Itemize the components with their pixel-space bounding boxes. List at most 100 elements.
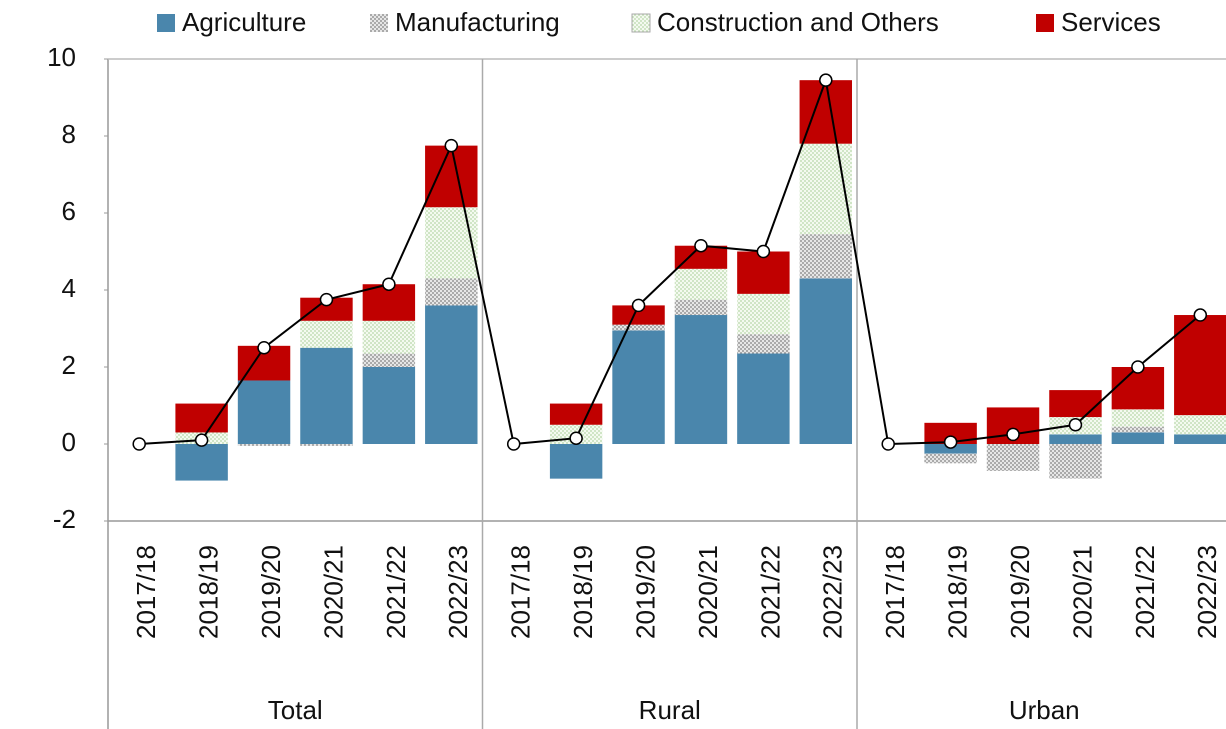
bar-segment xyxy=(300,444,353,446)
bar-segment xyxy=(674,299,728,316)
bar-segment xyxy=(362,320,416,354)
bar-segment xyxy=(799,80,853,144)
bar-segment xyxy=(300,297,353,321)
bar-segment xyxy=(175,403,228,433)
x-tick-label: 2022/23 xyxy=(443,545,473,639)
y-tick-label: 6 xyxy=(62,196,76,226)
bar-segment xyxy=(1049,444,1102,479)
legend-swatch xyxy=(631,13,651,33)
bar-segment xyxy=(737,293,790,335)
line-marker xyxy=(194,433,209,447)
bar-segment xyxy=(924,453,977,464)
bar-segment xyxy=(612,324,665,331)
bar-segment xyxy=(425,278,478,306)
legend-swatch xyxy=(370,14,388,32)
legend-swatch xyxy=(1036,14,1054,32)
line-marker xyxy=(1193,308,1208,322)
bar-segment xyxy=(425,145,478,208)
line-marker xyxy=(943,435,958,449)
line-marker xyxy=(257,341,271,355)
bar-segment xyxy=(674,268,728,300)
bar-segment xyxy=(237,380,291,444)
x-tick-label: 2021/22 xyxy=(381,545,411,639)
legend-swatch xyxy=(157,14,175,32)
y-tick-label: 10 xyxy=(47,42,76,72)
bar-segment xyxy=(237,444,291,446)
x-tick-label: 2021/22 xyxy=(755,545,785,639)
line-marker xyxy=(132,437,146,451)
line-marker xyxy=(382,277,396,291)
x-tick-label: 2020/21 xyxy=(318,545,348,639)
bar-segment xyxy=(549,403,603,425)
bar-segment xyxy=(1174,315,1226,416)
bar-segment xyxy=(799,278,853,444)
bar-segment xyxy=(425,207,478,279)
line-marker xyxy=(319,292,334,307)
group-label: Urban xyxy=(1009,695,1080,725)
line-marker xyxy=(631,298,646,313)
line-marker xyxy=(1006,427,1020,442)
x-tick-label: 2022/23 xyxy=(818,545,848,639)
bar-segment xyxy=(1049,434,1102,444)
bar-segment xyxy=(674,245,728,269)
line-marker xyxy=(1131,360,1145,374)
x-tick-label: 2017/18 xyxy=(506,545,536,639)
line-marker xyxy=(1068,418,1083,432)
y-tick-label: 8 xyxy=(62,119,76,149)
legend-label: Manufacturing xyxy=(395,7,560,37)
line-marker xyxy=(819,73,833,87)
y-tick-label: -2 xyxy=(53,504,76,534)
x-tick-label: 2022/23 xyxy=(1192,545,1222,639)
bar-segment xyxy=(425,305,478,444)
bar-segment xyxy=(612,330,665,444)
bar-segment xyxy=(1049,390,1102,418)
x-tick-label: 2020/21 xyxy=(1067,545,1097,639)
line-marker xyxy=(444,138,459,153)
bar-segment xyxy=(737,251,790,294)
bar-segment xyxy=(737,334,790,354)
x-tick-label: 2018/19 xyxy=(943,545,973,639)
x-tick-label: 2019/20 xyxy=(1005,545,1035,639)
x-tick-label: 2021/22 xyxy=(1130,545,1160,639)
bar-segment xyxy=(175,444,228,481)
group-label: Rural xyxy=(639,695,701,725)
bar-segment xyxy=(1111,367,1165,410)
bar-segment xyxy=(1174,415,1226,435)
bar-segment xyxy=(799,234,853,279)
bar-segment xyxy=(799,143,853,235)
y-tick-label: 2 xyxy=(62,350,76,380)
bar-segment xyxy=(1111,426,1165,433)
bar-segment xyxy=(300,347,353,444)
bar-segment xyxy=(1111,409,1165,427)
bar-segment xyxy=(612,305,665,325)
bar-segment xyxy=(1174,434,1226,444)
bar-segment xyxy=(362,353,416,367)
bar-segment xyxy=(986,444,1040,471)
y-tick-label: 0 xyxy=(62,427,76,457)
bar-segment xyxy=(300,320,353,348)
x-tick-label: 2017/18 xyxy=(131,545,161,639)
line-marker xyxy=(506,437,521,451)
bar-segment xyxy=(1111,432,1165,444)
x-tick-label: 2017/18 xyxy=(880,545,910,639)
legend-label: Services xyxy=(1061,7,1161,37)
x-tick-label: 2018/19 xyxy=(194,545,224,639)
line-marker xyxy=(881,437,895,451)
line-marker xyxy=(569,431,583,445)
legend-label: Construction and Others xyxy=(657,7,939,37)
line-marker xyxy=(694,238,708,253)
x-tick-label: 2020/21 xyxy=(693,545,723,639)
group-label: Total xyxy=(268,695,323,725)
legend-label: Agriculture xyxy=(182,7,306,37)
bar-segment xyxy=(924,422,977,444)
x-tick-label: 2019/20 xyxy=(256,545,286,639)
y-tick-label: 4 xyxy=(62,273,76,303)
total-line xyxy=(139,76,1201,446)
x-tick-label: 2018/19 xyxy=(568,545,598,639)
bar-segment xyxy=(362,367,416,444)
bar-segment xyxy=(549,444,603,479)
x-tick-label: 2019/20 xyxy=(630,545,660,639)
line-marker xyxy=(756,244,771,259)
